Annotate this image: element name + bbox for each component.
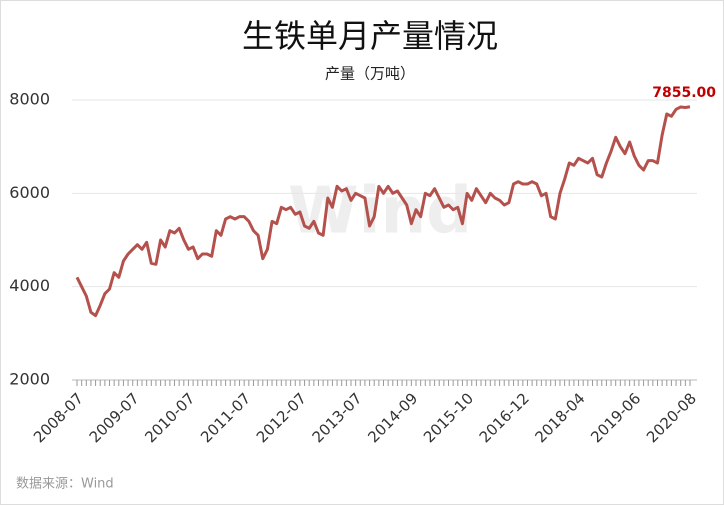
y-tick-label: 2000	[9, 370, 50, 389]
y-tick-label: 6000	[9, 183, 50, 202]
y-tick-label: 4000	[9, 276, 50, 295]
source-note: 数据来源：Wind	[16, 477, 114, 492]
chart-title: 生铁单月产量情况	[242, 17, 498, 55]
series-line	[75, 105, 691, 318]
chart-subtitle: 产量（万吨）	[325, 65, 415, 83]
y-tick-label: 8000	[9, 90, 50, 109]
data-label: 7855.00	[652, 85, 716, 101]
